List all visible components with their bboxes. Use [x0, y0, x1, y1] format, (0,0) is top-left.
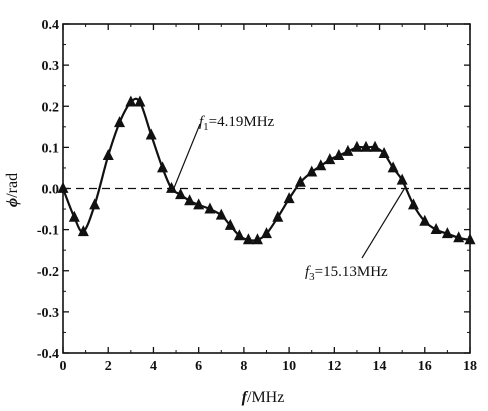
y-tick-label: 0.1	[42, 141, 60, 156]
data-point-marker	[193, 198, 205, 210]
annotation-text: =15.13MHz	[315, 264, 388, 280]
annotation-text: =4.19MHz	[209, 114, 275, 130]
data-point-marker	[441, 227, 453, 239]
data-point-marker	[396, 173, 408, 185]
data-point-marker	[333, 149, 345, 160]
data-point-marker	[453, 231, 465, 243]
data-point-marker	[251, 233, 263, 245]
annotation-symbol: f	[199, 114, 205, 130]
data-point-marker	[261, 227, 272, 239]
x-tick-label: 18	[463, 359, 477, 374]
x-tick-label: 4	[150, 359, 157, 374]
data-point-marker	[407, 198, 419, 210]
annotation-leader-line	[173, 123, 201, 189]
data-point-marker	[215, 208, 227, 220]
x-axis-symbol: f	[242, 389, 249, 406]
data-point-marker	[77, 225, 89, 237]
data-point-marker	[224, 218, 236, 230]
data-point-marker	[134, 95, 146, 107]
data-point-marker	[166, 181, 178, 193]
y-axis-unit: /rad	[4, 173, 21, 198]
x-axis-unit: /MHz	[247, 389, 284, 406]
data-point-marker	[57, 181, 69, 193]
data-point-marker	[125, 95, 137, 107]
annotation-label: f1=4.19MHz	[199, 114, 275, 133]
data-point-marker	[419, 214, 431, 226]
y-tick-label: 0.3	[42, 59, 60, 74]
y-axis-symbol: ϕ	[4, 198, 21, 207]
data-point-marker	[68, 210, 80, 222]
data-point-marker	[233, 229, 245, 241]
x-tick-label: 8	[240, 359, 247, 374]
x-tick-label: 10	[282, 359, 296, 374]
x-tick-label: 2	[105, 359, 112, 374]
data-point-marker	[387, 161, 399, 173]
x-tick-label: 12	[327, 359, 341, 374]
data-point-marker	[342, 144, 354, 156]
y-tick-label: 0.0	[42, 183, 60, 198]
data-point-marker	[272, 210, 284, 222]
x-tick-label: 16	[418, 359, 432, 374]
y-tick-label: 0.2	[42, 100, 60, 115]
data-point-marker	[204, 202, 216, 214]
data-point-marker	[360, 140, 372, 152]
data-point-marker	[294, 175, 306, 187]
data-point-marker	[369, 140, 381, 152]
y-tick-label: 0.4	[42, 18, 60, 33]
y-tick-label: -0.4	[37, 347, 59, 362]
data-point-marker	[175, 188, 187, 200]
data-point-marker	[351, 140, 363, 152]
data-point-marker	[242, 233, 254, 245]
annotation-symbol: f	[305, 264, 311, 280]
data-point-marker	[430, 223, 442, 235]
data-point-marker	[184, 194, 196, 206]
y-tick-label: -0.2	[37, 265, 59, 280]
annotation-label: f3=15.13MHz	[305, 264, 388, 283]
x-tick-label: 14	[373, 359, 387, 374]
data-point-marker	[378, 146, 390, 158]
y-tick-label: -0.3	[37, 306, 59, 321]
data-point-marker	[306, 165, 318, 177]
data-point-marker	[114, 116, 126, 128]
data-point-marker	[102, 149, 114, 160]
x-tick-label: 6	[195, 359, 202, 374]
annotation-subscript: 3	[309, 271, 315, 283]
y-axis-title: ϕ/rad	[4, 173, 21, 207]
annotation-subscript: 1	[203, 121, 209, 133]
y-tick-label: -0.1	[37, 224, 59, 239]
data-point-marker	[324, 153, 336, 165]
data-point-marker	[464, 233, 476, 245]
data-point-marker	[156, 161, 168, 173]
data-point-marker	[89, 198, 101, 210]
annotation-leader-line	[361, 188, 405, 259]
data-point-marker	[145, 128, 157, 140]
x-axis-title: f/MHz	[242, 389, 285, 406]
data-point-marker	[283, 192, 295, 204]
data-point-marker	[315, 159, 327, 171]
x-tick-label: 0	[60, 359, 67, 374]
